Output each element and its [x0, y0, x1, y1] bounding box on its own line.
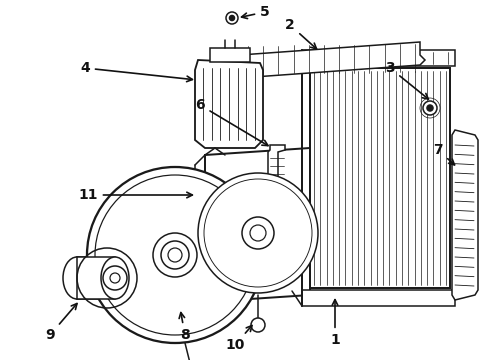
- Circle shape: [110, 273, 120, 283]
- Text: 6: 6: [195, 98, 268, 146]
- Bar: [310, 68, 450, 288]
- Polygon shape: [302, 290, 455, 306]
- Circle shape: [198, 173, 318, 293]
- Polygon shape: [205, 148, 310, 302]
- Text: 1: 1: [330, 300, 340, 347]
- Ellipse shape: [63, 257, 91, 299]
- Polygon shape: [235, 42, 425, 78]
- Text: 2: 2: [285, 18, 317, 49]
- Ellipse shape: [101, 257, 129, 299]
- Circle shape: [250, 225, 266, 241]
- Polygon shape: [210, 48, 250, 62]
- Text: 5: 5: [242, 5, 270, 19]
- Polygon shape: [195, 60, 263, 148]
- Text: 11: 11: [78, 188, 193, 202]
- Circle shape: [168, 248, 182, 262]
- Text: 9: 9: [45, 303, 77, 342]
- Circle shape: [103, 266, 127, 290]
- Circle shape: [87, 167, 263, 343]
- Text: 3: 3: [385, 61, 428, 99]
- Text: 10: 10: [225, 325, 252, 352]
- Circle shape: [242, 217, 274, 249]
- Polygon shape: [452, 130, 478, 300]
- Circle shape: [229, 15, 235, 21]
- Circle shape: [251, 318, 265, 332]
- Circle shape: [423, 101, 437, 115]
- Circle shape: [427, 105, 433, 111]
- Circle shape: [161, 241, 189, 269]
- Circle shape: [153, 233, 197, 277]
- Circle shape: [226, 12, 238, 24]
- Text: 4: 4: [80, 61, 193, 82]
- Text: 7: 7: [433, 143, 455, 165]
- Polygon shape: [268, 145, 285, 207]
- Polygon shape: [302, 50, 455, 66]
- Bar: [77, 257, 115, 299]
- Text: 8: 8: [179, 312, 190, 342]
